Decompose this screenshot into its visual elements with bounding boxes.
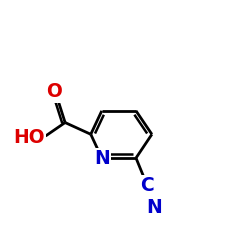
Text: O: O xyxy=(46,82,62,101)
Text: HO: HO xyxy=(13,128,45,147)
Text: N: N xyxy=(94,149,110,168)
Text: C: C xyxy=(140,176,154,195)
Text: N: N xyxy=(146,198,162,217)
